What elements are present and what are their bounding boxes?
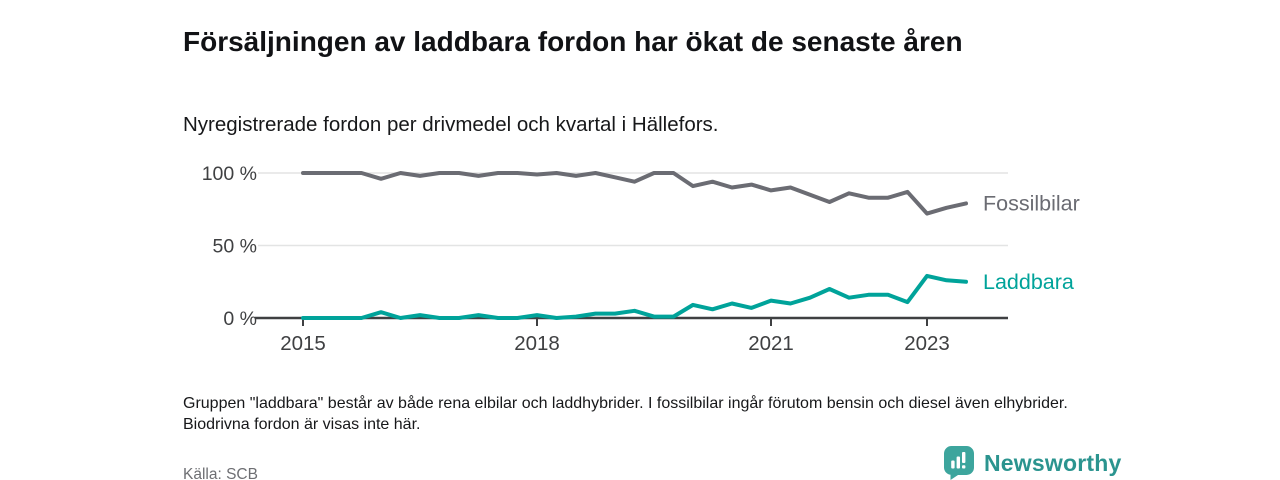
x-tick-label: 2018: [514, 332, 560, 355]
page-title: Försäljningen av laddbara fordon har öka…: [183, 25, 963, 57]
bar-chart-badge-icon: [944, 446, 974, 480]
chart-subtitle: Nyregistrerade fordon per drivmedel och …: [183, 112, 719, 136]
series-line-fossilbilar: [301, 171, 968, 216]
x-tick-label: 2021: [748, 332, 794, 355]
y-tick-label: 50 %: [213, 236, 257, 258]
series-line-laddbara: [301, 273, 968, 320]
brand-name: Newsworthy: [984, 449, 1122, 476]
y-tick-label: 100 %: [202, 163, 257, 185]
series-label-laddbara: Laddbara: [983, 270, 1074, 294]
series-label-fossilbilar: Fossilbilar: [983, 191, 1080, 215]
x-tick-label: 2023: [904, 332, 950, 355]
x-tick-label: 2015: [280, 332, 326, 355]
newsworthy-brand-link[interactable]: Newsworthy: [944, 446, 1121, 480]
y-tick-label: 0 %: [223, 308, 257, 330]
chart-footnote: Gruppen "laddbara" består av både rena e…: [183, 395, 1068, 433]
source-caption: Källa: SCB: [183, 465, 258, 480]
